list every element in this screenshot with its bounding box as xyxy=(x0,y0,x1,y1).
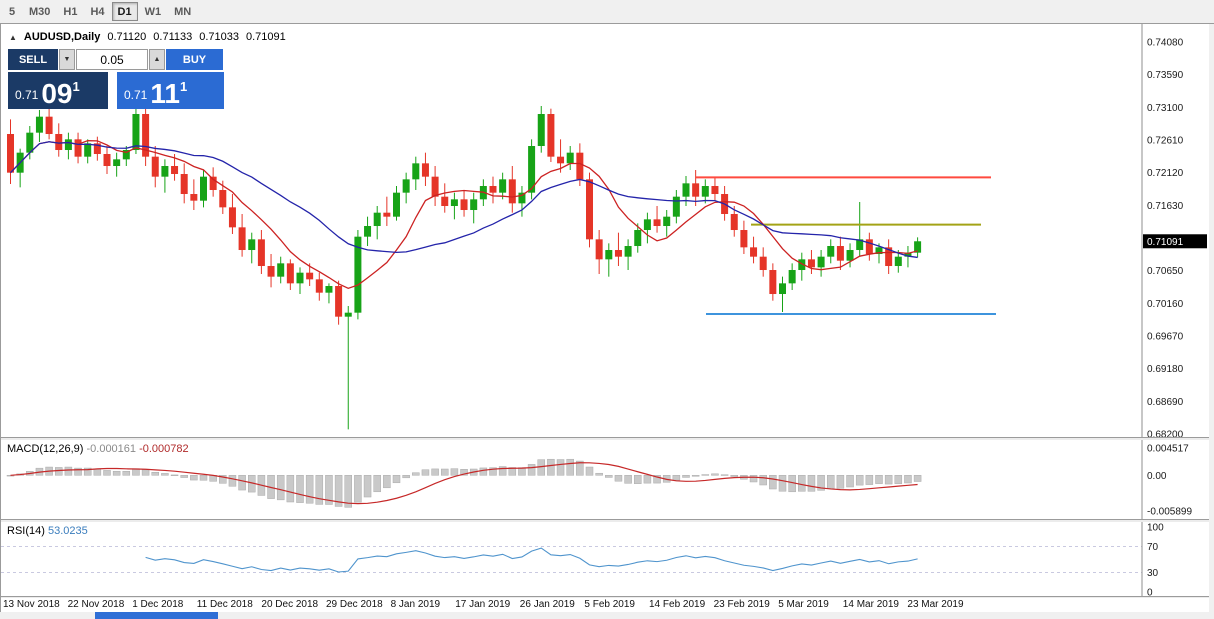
date-label: 20 Dec 2018 xyxy=(261,599,319,610)
svg-text:0.69180: 0.69180 xyxy=(1147,364,1184,375)
lot-increase-button[interactable]: ▲ xyxy=(149,49,165,70)
symbol-label: AUDUSD,Daily xyxy=(23,31,101,43)
sell-price-display[interactable]: 0.71 09 1 xyxy=(8,72,108,109)
svg-text:0.74080: 0.74080 xyxy=(1147,38,1184,49)
svg-text:0.68200: 0.68200 xyxy=(1147,430,1184,437)
date-label: 11 Dec 2018 xyxy=(196,599,253,610)
timeframe-button-D1[interactable]: D1 xyxy=(111,2,138,21)
sell-price-point: 1 xyxy=(72,79,80,94)
ohlc-close: 0.71091 xyxy=(246,31,286,43)
svg-text:0.69670: 0.69670 xyxy=(1147,332,1184,343)
svg-text:0.70160: 0.70160 xyxy=(1147,299,1184,310)
buy-price-base: 0.71 xyxy=(124,88,148,102)
svg-text:100: 100 xyxy=(1147,523,1164,534)
lot-decrease-button[interactable]: ▼ xyxy=(59,49,75,70)
svg-text:0.70650: 0.70650 xyxy=(1147,266,1184,277)
trade-panel-controls: SELL ▼ ▲ BUY xyxy=(8,49,226,70)
macd-main-value: -0.000161 xyxy=(86,443,137,455)
date-label: 14 Feb 2019 xyxy=(649,599,706,610)
buy-price-point: 1 xyxy=(179,79,188,94)
bottom-blue-box xyxy=(95,612,218,619)
timeframe-button-5[interactable]: 5 xyxy=(2,2,22,21)
date-label: 23 Feb 2019 xyxy=(713,599,770,610)
timeframe-button-H4[interactable]: H4 xyxy=(84,2,110,21)
panel-collapse-icon[interactable]: ▲ xyxy=(9,32,17,42)
ohlc-open: 0.71120 xyxy=(107,31,147,43)
date-label: 29 Dec 2018 xyxy=(326,599,383,610)
svg-text:0.71630: 0.71630 xyxy=(1147,201,1184,212)
chart-symbol-header: ▲ AUDUSD,Daily 0.71120 0.71133 0.71033 0… xyxy=(9,31,286,43)
date-label: 17 Jan 2019 xyxy=(455,599,511,610)
date-label: 23 Mar 2019 xyxy=(907,599,964,610)
date-label: 1 Dec 2018 xyxy=(132,599,184,610)
date-axis[interactable]: 13 Nov 2018 22 Nov 2018 1 Dec 2018 11 Dec 2… xyxy=(1,598,1209,612)
macd-signal-value: -0.000782 xyxy=(139,443,189,455)
date-label: 14 Mar 2019 xyxy=(842,599,899,610)
svg-text:0.73590: 0.73590 xyxy=(1147,70,1184,81)
pane-separator-macd[interactable] xyxy=(1,437,1209,440)
rsi-label: RSI(14) 53.0235 xyxy=(7,525,88,537)
trade-panel-prices: 0.71 09 1 0.71 11 1 xyxy=(8,72,226,109)
svg-text:-0.005899: -0.005899 xyxy=(1147,506,1192,517)
date-label: 22 Nov 2018 xyxy=(67,599,125,610)
triangle-up-icon: ▲ xyxy=(153,56,161,63)
pane-separator-rsi[interactable] xyxy=(1,519,1209,522)
svg-text:70: 70 xyxy=(1147,542,1159,553)
timeframe-button-W1[interactable]: W1 xyxy=(139,2,168,21)
date-label: 13 Nov 2018 xyxy=(3,599,60,610)
chart-area[interactable]: 0.74080 0.73590 0.73100 0.72610 0.72120 0.716… xyxy=(0,24,1209,612)
ohlc-low: 0.71033 xyxy=(199,31,239,43)
svg-text:0.71091: 0.71091 xyxy=(1147,237,1184,248)
date-label: 5 Mar 2019 xyxy=(778,599,829,610)
rsi-name: RSI(14) xyxy=(7,525,45,537)
bottom-bar xyxy=(0,612,1214,619)
buy-price-display[interactable]: 0.71 11 1 xyxy=(117,72,224,109)
one-click-trading-panel: SELL ▼ ▲ BUY 0.71 09 1 0.71 11 1 xyxy=(8,49,226,109)
sell-price-pips: 09 xyxy=(41,78,73,109)
sell-button[interactable]: SELL xyxy=(8,49,58,70)
date-axis-separator xyxy=(1,596,1209,598)
sell-price-base: 0.71 xyxy=(15,88,39,102)
price-axis[interactable] xyxy=(1142,24,1209,596)
svg-text:30: 30 xyxy=(1147,568,1159,579)
macd-label: MACD(12,26,9) -0.000161 -0.000782 xyxy=(7,443,189,455)
svg-text:0.72120: 0.72120 xyxy=(1147,168,1184,179)
ohlc-high: 0.71133 xyxy=(153,31,193,43)
svg-text:0: 0 xyxy=(1147,588,1153,597)
date-label: 5 Feb 2019 xyxy=(584,599,635,610)
buy-button[interactable]: BUY xyxy=(166,49,223,70)
svg-text:0.72610: 0.72610 xyxy=(1147,136,1184,147)
rsi-indicator-pane: 100 70 30 0 xyxy=(1,522,1209,596)
svg-text:0.004517: 0.004517 xyxy=(1147,443,1189,454)
svg-text:0.68690: 0.68690 xyxy=(1147,397,1184,408)
timeframe-toolbar: 5 M30 H1 H4 D1 W1 MN xyxy=(0,0,1214,24)
lot-size-input[interactable] xyxy=(76,49,148,70)
buy-price-pips: 11 xyxy=(150,78,180,109)
svg-text:0.00: 0.00 xyxy=(1147,471,1167,482)
timeframe-button-MN[interactable]: MN xyxy=(168,2,197,21)
date-label: 26 Jan 2019 xyxy=(519,599,575,610)
date-label: 8 Jan 2019 xyxy=(390,599,441,610)
timeframe-button-M30[interactable]: M30 xyxy=(23,2,56,21)
svg-text:0.73100: 0.73100 xyxy=(1147,103,1184,114)
triangle-down-icon: ▼ xyxy=(63,56,71,63)
rsi-value: 53.0235 xyxy=(47,525,88,537)
timeframe-button-H1[interactable]: H1 xyxy=(57,2,83,21)
macd-indicator-pane: 0.004517 0.00 -0.005899 xyxy=(1,440,1209,519)
macd-name: MACD(12,26,9) xyxy=(7,443,84,455)
